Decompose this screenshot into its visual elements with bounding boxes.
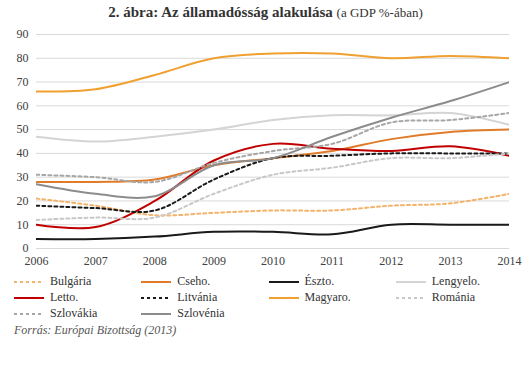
svg-text:50: 50 [17, 122, 29, 136]
svg-text:80: 80 [17, 51, 29, 65]
svg-text:0: 0 [22, 241, 29, 256]
svg-text:60: 60 [17, 99, 29, 113]
svg-text:20: 20 [17, 194, 29, 208]
html-text:2. ábra: Az államadósság alaku: 2. ábra: Az államadósság alakulása (a GD… [108, 4, 423, 20]
svg-text:2009: 2009 [202, 254, 226, 268]
svg-text:40: 40 [17, 146, 29, 160]
svg-text:2010: 2010 [261, 254, 285, 268]
svg-text:90: 90 [17, 27, 29, 41]
html-text:Lengyelo.: Lengyelo. [431, 274, 481, 288]
svg-text:2007: 2007 [84, 254, 108, 268]
html-text:Forrás: Európai Bizottság (201: Forrás: Európai Bizottság (2013) [14, 323, 177, 337]
svg-text:2006: 2006 [25, 254, 49, 268]
svg-text:2013: 2013 [438, 254, 462, 268]
html-text:Szlovénia: Szlovénia [177, 306, 225, 320]
svg-text:2012: 2012 [379, 254, 403, 268]
html-text:Litvánia: Litvánia [177, 290, 218, 304]
svg-text:2011: 2011 [320, 254, 344, 268]
html-text:Szlovákia: Szlovákia [50, 306, 98, 320]
svg-text:2008: 2008 [143, 254, 167, 268]
html-text:Észto.: Észto. [304, 274, 335, 288]
svg-text:2014: 2014 [498, 254, 522, 268]
svg-text:70: 70 [17, 75, 29, 89]
svg-text:30: 30 [17, 170, 29, 184]
html-text:Letto.: Letto. [50, 290, 79, 304]
html-text:Románia: Románia [431, 290, 476, 304]
html-text:Magyaro.: Magyaro. [304, 290, 351, 304]
svg-text:10: 10 [17, 218, 29, 232]
html-text:Cseho.: Cseho. [177, 274, 211, 288]
html-text:Bulgária: Bulgária [50, 274, 92, 288]
